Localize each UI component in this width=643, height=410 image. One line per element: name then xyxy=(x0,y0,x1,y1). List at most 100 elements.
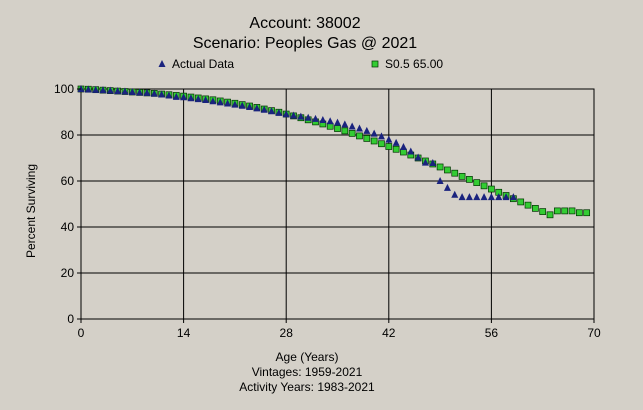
data-point-triangle xyxy=(231,100,239,108)
data-point-triangle xyxy=(246,102,254,110)
tick-labels: 0 20 40 60 80 100 0 14 28 42 56 70 xyxy=(54,82,601,340)
data-point-square xyxy=(583,209,591,217)
data-point-triangle xyxy=(290,111,298,119)
data-point-square xyxy=(546,211,554,219)
legend-marker-actual-data-icon xyxy=(158,60,166,67)
x-tick-label: 56 xyxy=(485,326,499,340)
data-point-triangle xyxy=(158,90,166,98)
data-point-square xyxy=(539,208,547,215)
data-point-square xyxy=(348,130,356,137)
data-point-triangle xyxy=(172,92,180,100)
data-point-triangle xyxy=(458,193,466,201)
legend: Actual Data S0.5 65.00 xyxy=(158,57,443,71)
chart-subtitle: Scenario: Peoples Gas @ 2021 xyxy=(193,35,417,52)
data-point-triangle xyxy=(99,86,107,94)
data-point-triangle xyxy=(180,93,188,101)
data-point-triangle xyxy=(509,193,517,201)
data-point-triangle xyxy=(341,120,349,128)
data-point-triangle xyxy=(260,105,268,113)
data-point-triangle xyxy=(399,142,407,150)
data-point-triangle xyxy=(334,118,341,126)
data-point-triangle xyxy=(282,110,290,118)
vintages-label: Vintages: 1959-2021 xyxy=(252,365,363,379)
data-point-triangle xyxy=(451,190,459,198)
data-point-triangle xyxy=(363,126,371,134)
data-point-triangle xyxy=(319,116,327,124)
data-point-square xyxy=(334,125,341,132)
y-axis-title: Percent Surviving xyxy=(24,164,38,258)
data-point-square xyxy=(385,143,393,150)
data-point-triangle xyxy=(268,107,276,115)
legend-marker-s05-icon xyxy=(371,60,379,68)
data-point-triangle xyxy=(355,124,363,132)
data-point-triangle xyxy=(224,99,232,107)
data-point-triangle xyxy=(392,138,400,146)
data-point-triangle xyxy=(443,183,451,191)
x-tick-label: 70 xyxy=(587,326,601,340)
data-point-triangle xyxy=(480,193,488,201)
x-tick-label: 42 xyxy=(382,326,396,340)
data-point-square xyxy=(524,201,532,209)
data-point-square xyxy=(370,137,378,145)
data-point-triangle xyxy=(150,89,158,97)
data-point-triangle xyxy=(128,87,136,95)
data-point-square xyxy=(436,163,444,171)
data-point-triangle xyxy=(487,193,495,201)
y-tick-label: 60 xyxy=(61,174,75,188)
series-actual-data xyxy=(77,85,517,201)
data-point-triangle xyxy=(436,177,444,184)
data-point-triangle xyxy=(253,104,261,112)
data-point-triangle xyxy=(209,97,217,105)
data-point-triangle xyxy=(216,98,224,106)
data-point-triangle xyxy=(121,87,129,95)
data-point-triangle xyxy=(421,158,429,166)
data-point-square xyxy=(363,135,371,142)
data-point-square xyxy=(341,127,349,135)
x-tick-label: 0 xyxy=(78,326,85,340)
data-point-square xyxy=(568,207,576,215)
y-tick-label: 20 xyxy=(61,266,75,280)
data-point-triangle xyxy=(377,132,385,140)
data-point-triangle xyxy=(202,96,210,104)
data-point-triangle xyxy=(114,87,122,95)
data-point-triangle xyxy=(370,129,378,137)
data-point-square xyxy=(466,176,473,183)
data-point-triangle xyxy=(495,193,503,201)
data-point-triangle xyxy=(414,153,422,161)
y-tick-label: 100 xyxy=(54,82,74,96)
data-point-triangle xyxy=(502,193,510,201)
data-point-triangle xyxy=(92,85,100,93)
chart-title: Account: 38002 xyxy=(249,15,360,32)
y-tick-label: 40 xyxy=(61,220,75,234)
data-point-triangle xyxy=(348,122,356,130)
data-point-triangle xyxy=(473,193,481,201)
activity-years-label: Activity Years: 1983-2021 xyxy=(239,380,375,394)
data-point-square xyxy=(392,145,400,153)
data-point-triangle xyxy=(194,95,202,103)
grid-lines xyxy=(81,89,594,319)
data-point-triangle xyxy=(385,135,393,143)
legend-item-actual-data: Actual Data xyxy=(158,57,234,71)
data-point-square xyxy=(451,169,459,177)
data-point-triangle xyxy=(106,86,114,94)
data-point-square xyxy=(517,198,525,206)
data-point-triangle xyxy=(165,91,173,99)
data-point-triangle xyxy=(275,108,283,116)
data-point-triangle xyxy=(297,112,305,120)
data-point-triangle xyxy=(136,88,144,96)
x-tick-label: 14 xyxy=(177,326,191,340)
x-tick-label: 28 xyxy=(280,326,294,340)
y-tick-label: 80 xyxy=(61,128,75,142)
series-layer xyxy=(77,85,591,219)
data-point-square xyxy=(378,140,385,148)
data-point-square xyxy=(554,207,561,215)
data-point-triangle xyxy=(187,94,195,102)
data-point-triangle xyxy=(84,85,92,93)
y-tick-label: 0 xyxy=(67,312,74,326)
data-point-square xyxy=(488,185,495,193)
data-point-triangle xyxy=(326,117,334,125)
data-point-triangle xyxy=(304,113,312,121)
data-point-triangle xyxy=(143,88,151,96)
data-point-square xyxy=(356,132,363,140)
